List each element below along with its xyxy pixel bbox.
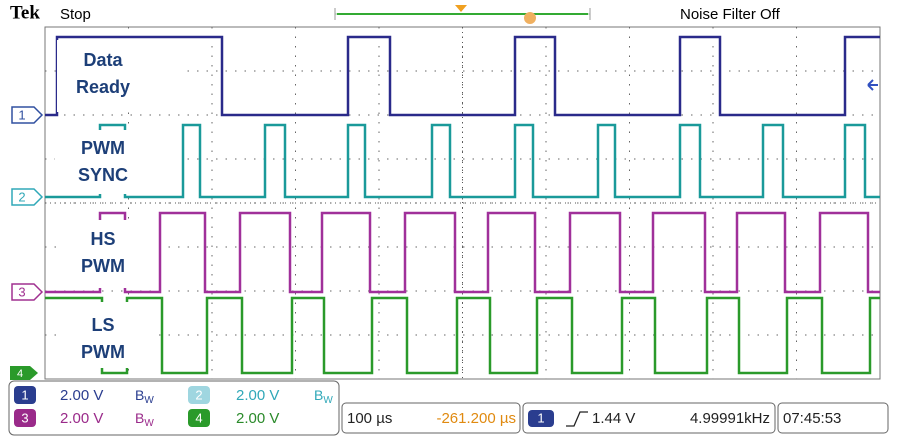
brand: Tek	[10, 2, 40, 23]
trace-label: Ready	[76, 77, 130, 97]
channel-badge: 3	[21, 410, 28, 425]
bandwidth-limit: BW	[314, 387, 333, 406]
channel-scale: 2.00 V	[236, 387, 279, 404]
trace-label: LS	[91, 315, 114, 335]
bw-sub: W	[144, 418, 154, 429]
timebase: 100 µs	[347, 410, 392, 427]
trace-label: HS	[90, 229, 115, 249]
waveform	[45, 296, 880, 375]
channel-badge: 1	[21, 387, 28, 402]
trigger-source: 1	[537, 410, 544, 425]
waveforms	[45, 35, 880, 375]
trace-labels: Data Ready PWM SYNC HS PWM LS PWM	[55, 40, 180, 368]
trigger-level: 1.44 V	[592, 410, 635, 427]
channel-marker: 2	[18, 189, 25, 204]
channel-badge: 2	[195, 387, 202, 402]
bw-sub: W	[323, 395, 333, 406]
channel-marker: 1	[18, 107, 25, 122]
bw-sub: W	[144, 395, 154, 406]
clock: 07:45:53	[783, 410, 841, 427]
trace-label: PWM	[81, 138, 125, 158]
waveform	[45, 211, 880, 294]
graticule	[44, 26, 881, 380]
channel-marker: 3	[18, 284, 25, 299]
bandwidth-limit: BW	[135, 410, 154, 429]
trace-label: Data	[83, 50, 123, 70]
bandwidth-limit: BW	[135, 387, 154, 406]
trigger-frequency: 4.99991kHz	[690, 410, 770, 427]
channel-scale: 2.00 V	[236, 410, 279, 427]
noise-filter-status: Noise Filter Off	[680, 6, 781, 23]
trace-label: PWM	[81, 256, 125, 276]
run-status: Stop	[60, 6, 91, 23]
horizontal-position: -261.200 µs	[436, 410, 516, 427]
bw-base: B	[135, 387, 144, 403]
channel-markers: 1 2 3 4	[10, 79, 878, 380]
channel-scale: 2.00 V	[60, 387, 103, 404]
bw-base: B	[314, 387, 323, 403]
trace-label: PWM	[81, 342, 125, 362]
waveform	[45, 35, 880, 117]
channel-scale: 2.00 V	[60, 410, 103, 427]
channel-badge: 4	[195, 410, 202, 425]
bw-base: B	[135, 410, 144, 426]
waveform	[45, 123, 880, 199]
status-bar: 1 2.00 V BW 2 2.00 V BW 3 2.00 V BW 4 2.…	[8, 380, 889, 436]
record-bar	[334, 5, 591, 24]
trace-label: SYNC	[78, 165, 128, 185]
channel-marker: 4	[17, 368, 23, 380]
